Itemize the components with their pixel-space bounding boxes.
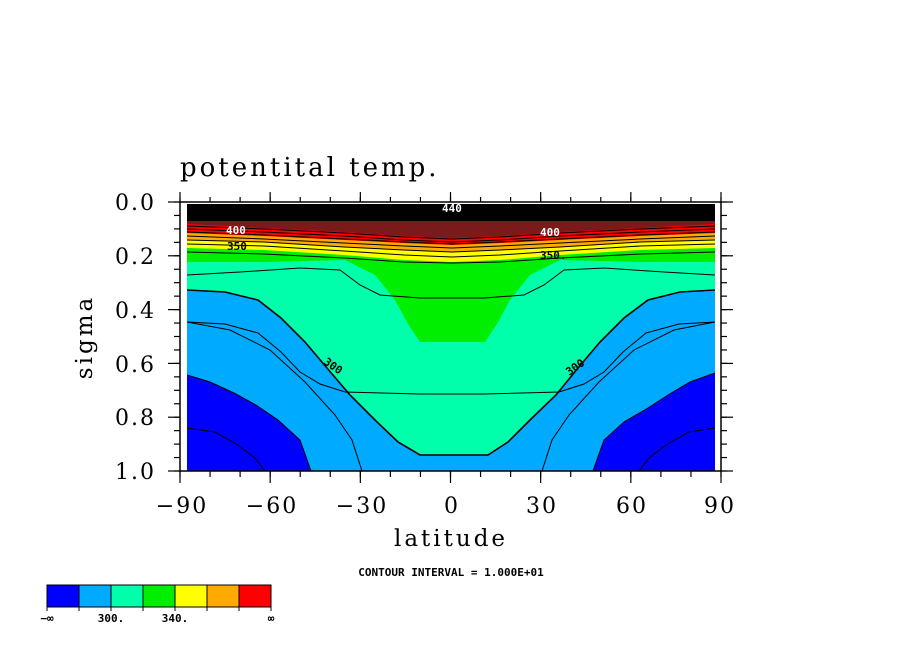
contour-label: 400 [540,226,560,239]
x-tick-label: −30 [336,494,388,519]
y-tick-label: 1.0 [115,460,156,485]
stratosphere-contours [187,225,715,258]
contour-300 [187,289,715,456]
contour-label: 350. [540,249,567,262]
contour-290-right [592,372,715,471]
contour-310-left [187,321,363,471]
contour-360 [187,251,715,264]
x-axis-label: latitude [394,526,508,552]
colorbar-label: ∞ [268,612,275,625]
contour-340 [187,267,715,299]
contour-interval-note: CONTOUR INTERVAL = 1.000E+01 [358,566,544,579]
y-axis-label: sigma [72,295,98,379]
colorbar-labels: −∞ 300. 340. ∞ [40,612,274,625]
colorbar-label: −∞ [40,612,54,625]
colorbar-swatch [110,584,144,608]
colorbar-label: 300. [98,612,125,625]
colorbar-swatch [174,584,208,608]
contour-label: 440 [442,202,462,215]
colorbar-swatch [238,584,272,608]
colorbar-swatch [78,584,112,608]
contour-280-right [638,427,715,471]
contour-label: 400 [226,224,246,237]
contour-320 [187,321,715,395]
y-tick-label: 0.0 [115,191,156,216]
band-black [187,204,715,221]
plot-area [187,204,715,471]
x-tick-label: 90 [704,494,736,519]
axis-ticks [168,192,733,483]
x-tick-labels: −90 −60 −30 0 30 60 90 [156,494,736,519]
y-tick-labels: 0.0 0.2 0.4 0.6 0.8 1.0 [115,191,156,485]
x-tick-label: −60 [246,494,298,519]
chart-title: potentital temp. [180,153,440,183]
colorbar [46,584,272,611]
y-tick-label: 0.4 [115,299,156,324]
x-tick-label: 0 [444,494,460,519]
troposphere-contours [187,251,715,471]
contour-310-right [541,321,715,471]
y-tick-label: 0.6 [115,353,156,378]
contour-label: 350 [227,240,247,253]
contour-280-left [187,427,266,471]
y-tick-label: 0.2 [115,245,156,270]
y-tick-label: 0.8 [115,406,156,431]
contour-290 [187,374,312,471]
x-tick-label: 60 [616,494,648,519]
colorbar-swatch [206,584,240,608]
colorbar-label: 340. [162,612,189,625]
colorbar-swatch [142,584,176,608]
x-tick-label: 30 [526,494,558,519]
colorbar-swatch [46,584,80,608]
x-tick-label: −90 [156,494,208,519]
